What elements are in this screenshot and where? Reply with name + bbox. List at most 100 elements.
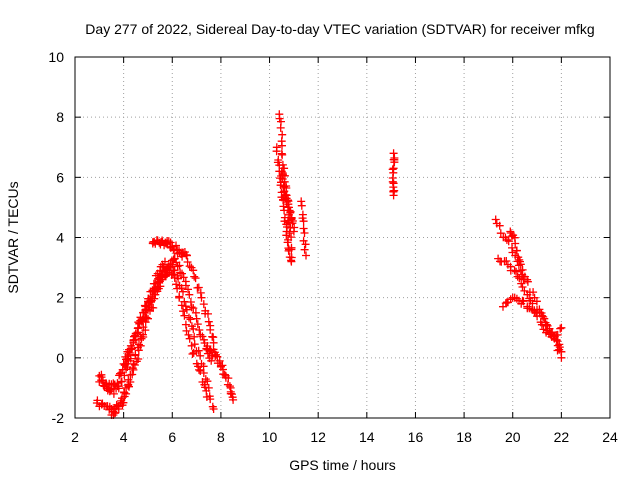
y-tick-label: 4: [56, 230, 64, 246]
data-point: [156, 266, 164, 275]
data-point: [181, 302, 190, 311]
data-point: [197, 293, 206, 302]
data-point: [192, 314, 201, 323]
data-point: [184, 330, 193, 339]
data-point: [299, 224, 308, 233]
data-point: [141, 302, 150, 311]
data-point: [297, 201, 306, 210]
data-point: [289, 227, 298, 236]
data-point: [117, 377, 126, 386]
data-point: [278, 141, 286, 150]
data-point: [502, 257, 511, 265]
data-point: [215, 356, 224, 365]
x-tick-label: 22: [554, 429, 570, 445]
data-point: [512, 267, 521, 276]
data-point: [189, 304, 198, 313]
data-point: [301, 240, 310, 249]
y-tick-label: 8: [56, 109, 64, 125]
data-point: [141, 326, 150, 335]
data-point: [137, 316, 146, 325]
data-point: [149, 303, 158, 312]
data-point: [204, 309, 212, 318]
x-axis: 2 4 6 8 10 12 14 16 18 20 22 24: [71, 57, 618, 445]
data-point: [516, 260, 525, 269]
data-point: [272, 147, 281, 156]
data-point: [122, 389, 131, 398]
data-point: [553, 330, 562, 339]
x-tick-label: 18: [456, 429, 472, 445]
x-tick-label: 14: [359, 429, 375, 445]
data-point: [282, 231, 291, 240]
data-point: [517, 279, 526, 288]
x-tick-label: 4: [120, 429, 128, 445]
data-point: [515, 255, 524, 264]
data-point: [185, 262, 194, 271]
data-point: [533, 312, 542, 321]
data-point: [196, 367, 205, 375]
data-point: [187, 303, 196, 312]
data-point: [139, 333, 148, 341]
data-point: [518, 283, 527, 291]
data-point: [172, 280, 181, 289]
data-point: [182, 326, 191, 335]
data-point: [190, 332, 199, 341]
x-tick-label: 10: [262, 429, 278, 445]
data-point: [557, 323, 566, 332]
data-point: [299, 217, 308, 226]
data-point: [95, 377, 104, 386]
data-point: [190, 340, 199, 349]
data-point: [537, 320, 546, 329]
data-point: [520, 275, 529, 284]
data-point: [182, 305, 191, 314]
data-point: [278, 175, 287, 183]
data-point: [170, 254, 179, 263]
data-point: [178, 269, 186, 278]
chart-title: Day 277 of 2022, Sidereal Day-to-day VTE…: [85, 21, 594, 37]
x-axis-label: GPS time / hours: [289, 457, 396, 473]
data-point: [212, 350, 220, 359]
data-point: [510, 266, 519, 275]
x-tick-label: 16: [408, 429, 424, 445]
data-point: [205, 346, 214, 355]
data-point: [284, 235, 293, 244]
data-point: [282, 198, 291, 207]
data-point: [206, 395, 215, 404]
data-point: [178, 252, 187, 261]
data-point: [300, 245, 309, 254]
x-tick-label: 6: [168, 429, 176, 445]
data-point: [530, 307, 539, 316]
data-point: [120, 361, 129, 370]
data-point: [134, 328, 142, 337]
data-point: [278, 150, 287, 159]
data-point: [277, 167, 286, 176]
data-point: [518, 270, 527, 279]
data-point: [173, 262, 182, 271]
data-point: [122, 359, 131, 368]
data-point: [523, 290, 532, 299]
data-point: [286, 207, 295, 216]
data-point: [556, 324, 565, 333]
data-point: [302, 251, 310, 260]
data-point: [195, 326, 204, 334]
data-point: [103, 386, 112, 395]
data-point: [183, 258, 192, 266]
data-point: [114, 405, 123, 413]
data-point: [495, 221, 504, 230]
data-point: [555, 343, 564, 352]
data-point: [185, 290, 194, 299]
data-point: [276, 123, 285, 132]
data-point: [169, 270, 177, 279]
data-point: [138, 315, 147, 324]
data-point: [196, 288, 205, 297]
y-tick-label: 6: [56, 169, 64, 185]
data-point: [148, 287, 157, 296]
x-tick-label: 2: [71, 429, 79, 445]
data-point: [179, 307, 188, 316]
data-point: [229, 395, 238, 404]
data-point: [194, 283, 203, 292]
data-point: [184, 285, 192, 294]
x-tick-label: 24: [602, 429, 618, 445]
data-point: [207, 356, 216, 365]
data-point: [539, 312, 548, 321]
